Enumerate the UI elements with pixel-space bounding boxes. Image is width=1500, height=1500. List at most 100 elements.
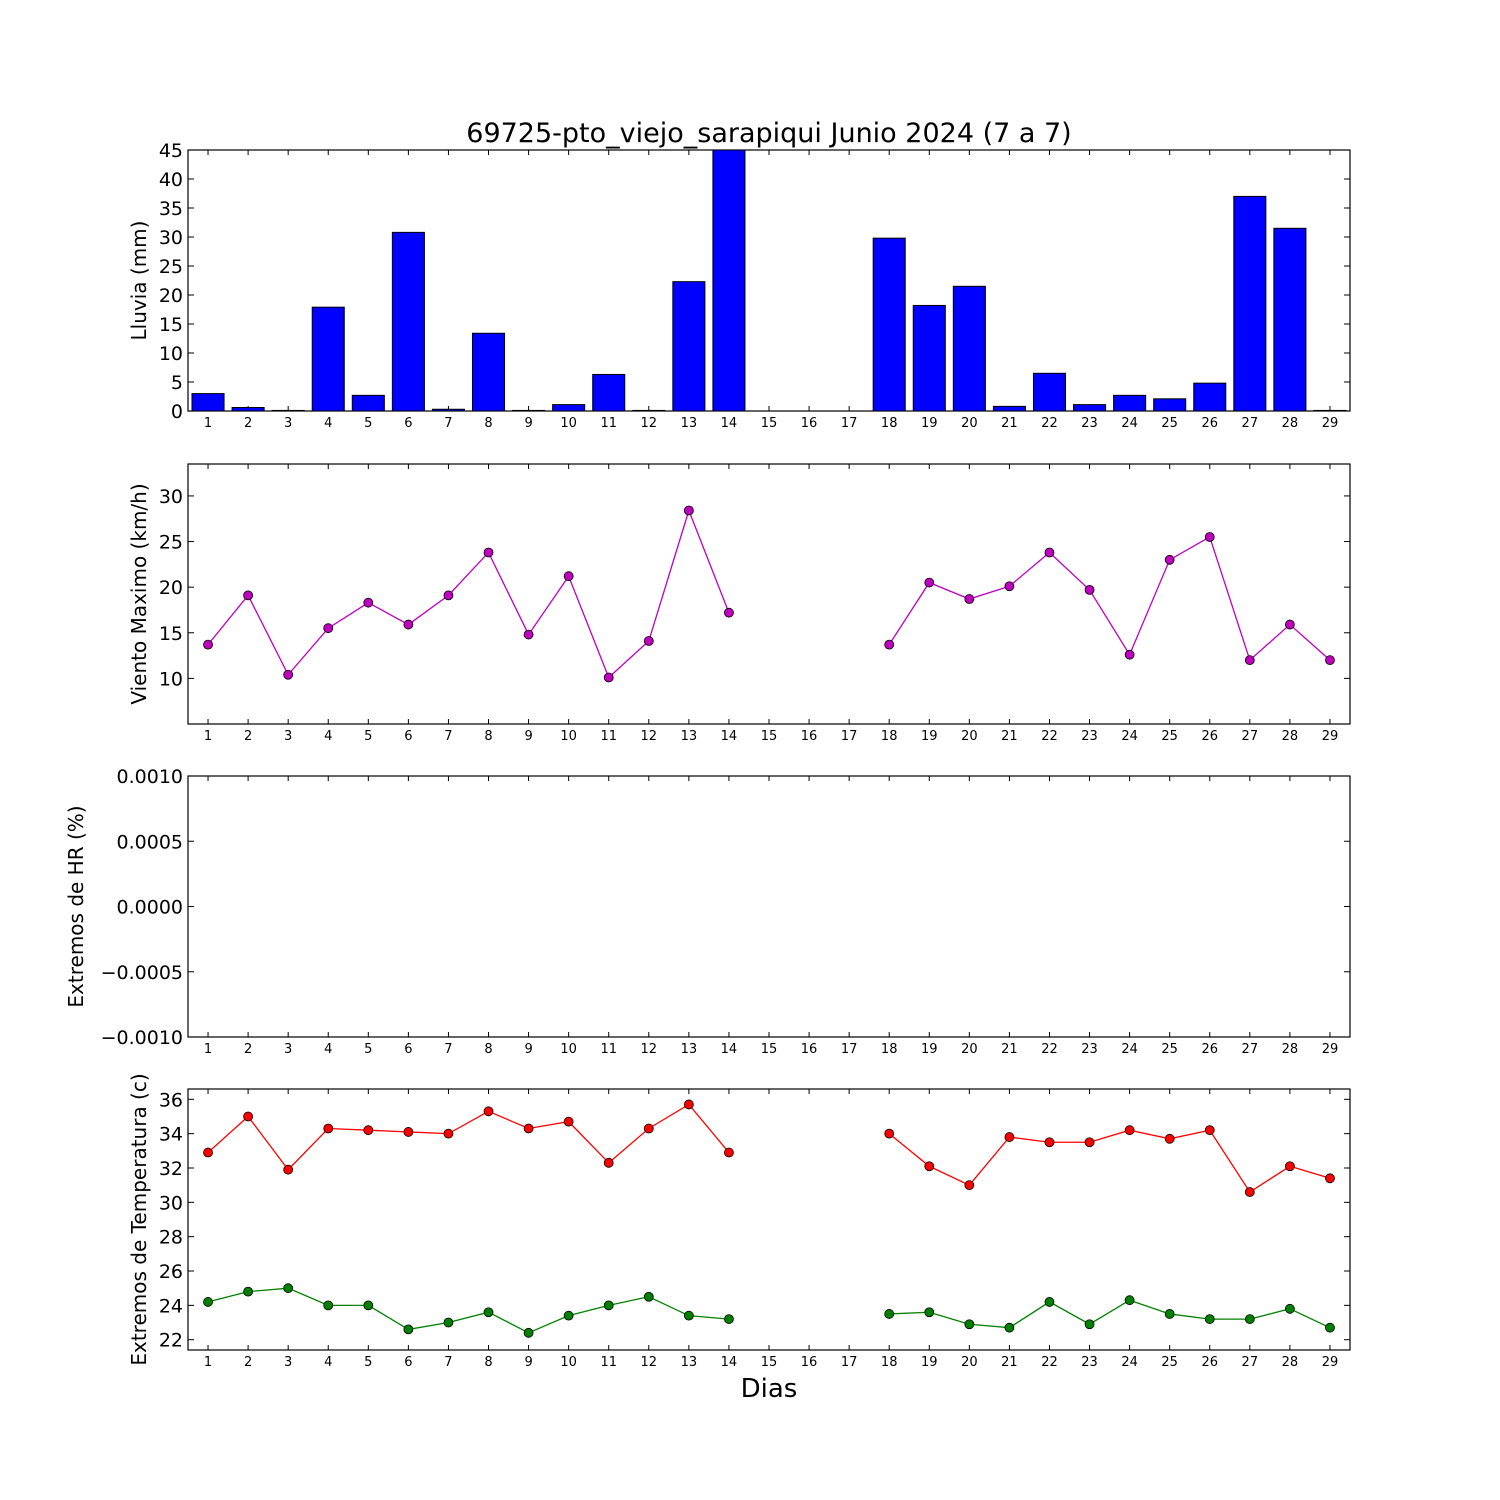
rain-bar — [1273, 227, 1307, 412]
rain-bar — [391, 231, 425, 412]
wind-x-tick-label: 20 — [961, 729, 978, 744]
rain-bar — [912, 304, 946, 412]
rain-y-axis-label: Lluvia (mm) — [127, 221, 151, 341]
humidity-x-tick-label: 20 — [961, 1042, 978, 1057]
humidity-x-tick-label: 28 — [1282, 1042, 1299, 1057]
temperature-x-tick-label: 12 — [641, 1355, 658, 1370]
rain-y-tick-label: 15 — [159, 314, 183, 336]
temperature-x-tick-label: 9 — [524, 1355, 532, 1370]
rain-bar — [1193, 382, 1227, 412]
temperature-series-0-point — [1004, 1132, 1015, 1142]
temperature-x-tick-label: 27 — [1242, 1355, 1259, 1370]
temperature-series-1-point — [643, 1291, 654, 1302]
rain-x-tick-label: 1 — [204, 416, 212, 431]
wind-x-tick-label: 3 — [284, 729, 292, 744]
rain-panel: 1 2 3 4 5 6 7 8 9 10 11 12 13 14 15 16 17 18 19 20 21 22 23 24 2… — [127, 140, 1351, 431]
rain-x-tick-label: 2 — [244, 416, 252, 431]
rain-bar — [1313, 409, 1347, 412]
temperature-series-0-point — [363, 1125, 374, 1136]
temperature-x-tick-label: 20 — [961, 1355, 978, 1370]
rain-bar — [1153, 398, 1187, 412]
temperature-series-0-point — [683, 1099, 694, 1110]
humidity-x-tick-label: 5 — [364, 1042, 372, 1057]
humidity-x-tick-label: 21 — [1001, 1042, 1018, 1057]
temperature-series-1-point — [563, 1310, 574, 1321]
temperature-series-0-point — [884, 1128, 895, 1139]
rain-bar — [512, 409, 546, 412]
temperature-series-1-point — [683, 1310, 694, 1321]
rain-x-tick-label: 8 — [484, 416, 492, 431]
rain-x-tick-label: 11 — [600, 416, 617, 431]
humidity-x-tick-label: 12 — [641, 1042, 658, 1057]
humidity-y-tick-label: 0.0010 — [117, 766, 183, 788]
humidity-x-tick-label: 11 — [600, 1042, 617, 1057]
humidity-y-axis-label: Extremos de HR (%) — [64, 805, 88, 1007]
temperature-series-0-point — [1044, 1137, 1055, 1148]
rain-bar — [311, 306, 345, 412]
rain-x-tick-label: 6 — [404, 416, 412, 431]
temperature-series-1-point — [884, 1309, 895, 1319]
wind-x-tick-label: 19 — [921, 729, 938, 744]
humidity-y-tick-label: −0.0010 — [101, 1027, 183, 1049]
wind-y-axis-label: Viento Maximo (km/h) — [127, 483, 151, 704]
temperature-x-tick-label: 24 — [1121, 1355, 1138, 1370]
rain-bar — [952, 285, 986, 412]
wind-series-0-point — [203, 639, 213, 650]
temperature-series-1-point — [1004, 1322, 1015, 1333]
wind-series-0-point — [643, 636, 654, 646]
humidity-x-tick-label: 14 — [721, 1042, 738, 1057]
temperature-series-1-point — [443, 1317, 454, 1328]
wind-x-tick-label: 18 — [881, 729, 898, 744]
wind-x-tick-label: 13 — [681, 729, 698, 744]
temperature-series-1-point — [203, 1297, 213, 1307]
wind-series-0-point — [1244, 655, 1255, 666]
rain-x-tick-label: 12 — [641, 416, 658, 431]
wind-x-tick-label: 17 — [841, 729, 858, 744]
rain-x-tick-label: 3 — [284, 416, 292, 431]
rain-x-tick-label: 7 — [444, 416, 452, 431]
humidity-y-tick-label: −0.0005 — [101, 962, 183, 984]
temperature-y-axis-label: Extremos de Temperatura (c) — [127, 1073, 151, 1365]
humidity-x-tick-label: 7 — [444, 1042, 452, 1057]
wind-series-0-point — [724, 607, 734, 618]
rain-y-tick-label: 30 — [159, 227, 183, 249]
rain-bar — [271, 409, 305, 412]
wind-series-0-point — [1124, 649, 1135, 660]
wind-x-tick-label: 27 — [1242, 729, 1259, 744]
humidity-x-tick-label: 6 — [404, 1042, 412, 1057]
rain-y-tick-label: 35 — [159, 198, 183, 220]
temperature-x-tick-label: 28 — [1282, 1355, 1299, 1370]
wind-x-tick-label: 15 — [761, 729, 778, 744]
humidity-x-tick-label: 9 — [524, 1042, 532, 1057]
wind-y-tick-label: 25 — [159, 532, 183, 554]
rain-bar — [351, 394, 385, 412]
rain-x-tick-label: 14 — [721, 416, 738, 431]
wind-series-0-point — [523, 629, 534, 640]
temperature-y-tick-label: 30 — [159, 1192, 183, 1214]
temperature-series-1-point — [243, 1286, 254, 1297]
rain-x-tick-label: 20 — [961, 416, 978, 431]
wind-series-0-point — [443, 590, 454, 601]
wind-y-tick-label: 20 — [159, 577, 183, 599]
wind-series-0-point — [884, 639, 895, 650]
temperature-x-tick-label: 3 — [284, 1355, 292, 1370]
temperature-x-tick-label: 14 — [721, 1355, 738, 1370]
rain-bar — [1073, 404, 1107, 412]
rain-y-tick-label: 10 — [159, 343, 183, 365]
wind-series-0-point — [1325, 655, 1335, 666]
humidity-x-tick-label: 22 — [1041, 1042, 1058, 1057]
rain-x-tick-label: 26 — [1201, 416, 1218, 431]
x-axis-label: Dias — [741, 1374, 798, 1404]
humidity-y-tick-label: 0.0005 — [117, 831, 183, 853]
temperature-y-tick-label: 28 — [159, 1227, 183, 1249]
temperature-x-tick-label: 6 — [404, 1355, 412, 1370]
temperature-x-tick-label: 19 — [921, 1355, 938, 1370]
wind-y-tick-label: 30 — [159, 486, 183, 508]
temperature-series-0-point — [523, 1123, 534, 1134]
wind-series-0-point — [924, 577, 935, 588]
wind-x-tick-label: 16 — [801, 729, 818, 744]
rain-y-tick-label: 0 — [171, 401, 183, 423]
rain-bar — [471, 332, 506, 412]
temperature-y-tick-label: 24 — [159, 1295, 183, 1317]
wind-series-0-point — [1044, 547, 1055, 558]
